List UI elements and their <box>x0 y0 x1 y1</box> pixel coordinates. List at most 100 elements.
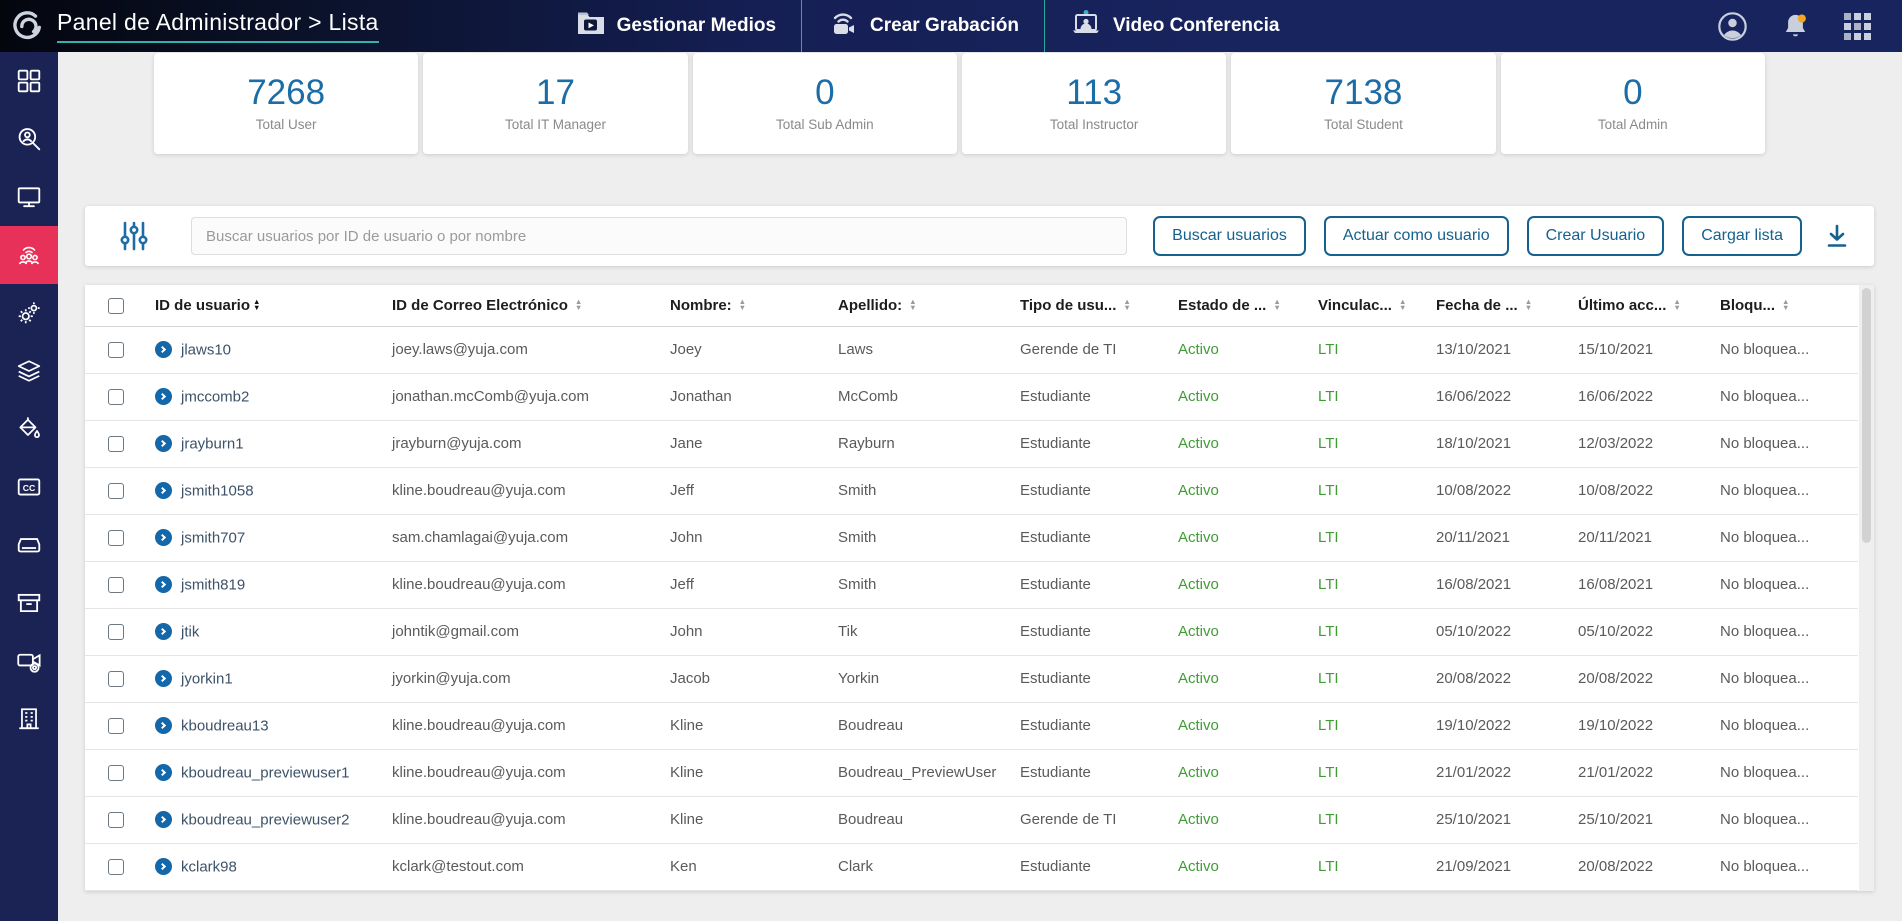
row-checkbox[interactable] <box>108 483 124 500</box>
col-header-last-access[interactable]: Último acc... <box>1570 285 1712 327</box>
table-row[interactable]: jmccomb2 jonathan.mcComb@yuja.com Jonath… <box>85 373 1858 421</box>
col-header-user-id[interactable]: ID de usuario <box>147 285 384 327</box>
table-scrollbar[interactable] <box>1859 285 1874 891</box>
expand-row-icon[interactable] <box>155 388 172 406</box>
table-row[interactable]: jsmith1058 kline.boudreau@yuja.com Jeff … <box>85 467 1858 515</box>
expand-row-icon[interactable] <box>155 811 172 829</box>
sidebar-item-institution[interactable] <box>0 690 58 748</box>
col-header-email[interactable]: ID de Correo Electrónico <box>384 285 662 327</box>
user-id[interactable]: jmccomb2 <box>181 388 250 406</box>
user-id[interactable]: jsmith1058 <box>181 482 254 500</box>
col-header-user-type[interactable]: Tipo de usu... <box>1012 285 1170 327</box>
table-row[interactable]: kboudreau_previewuser2 kline.boudreau@yu… <box>85 796 1858 844</box>
expand-row-icon[interactable] <box>155 858 172 876</box>
user-id[interactable]: jtik <box>181 623 200 641</box>
sidebar-item-settings[interactable] <box>0 284 58 342</box>
sidebar-item-users[interactable] <box>0 226 58 284</box>
main-content: 7268 Total User 17 Total IT Manager 0 To… <box>58 53 1902 891</box>
expand-row-icon[interactable] <box>155 670 172 688</box>
yuja-logo-icon[interactable] <box>10 9 44 43</box>
create-user-button[interactable]: Crear Usuario <box>1526 216 1665 256</box>
select-all-checkbox[interactable] <box>108 297 124 314</box>
user-id[interactable]: jsmith707 <box>181 529 246 547</box>
sidebar-item-archive[interactable] <box>0 574 58 632</box>
notifications-icon[interactable] <box>1781 11 1810 42</box>
user-email: kline.boudreau@yuja.com <box>384 749 662 797</box>
row-checkbox[interactable] <box>108 859 124 876</box>
expand-row-icon[interactable] <box>155 482 172 500</box>
nav-video-conferencia[interactable]: Video Conferencia <box>1043 0 1304 52</box>
sidebar-item-layers[interactable] <box>0 342 58 400</box>
sidebar-item-captions[interactable]: CC <box>0 458 58 516</box>
row-checkbox[interactable] <box>108 812 124 829</box>
search-input[interactable] <box>191 217 1128 255</box>
nav-crear-grabacion[interactable]: Crear Grabación <box>801 0 1044 52</box>
row-checkbox[interactable] <box>108 530 124 547</box>
row-checkbox[interactable] <box>108 342 124 359</box>
col-header-link[interactable]: Vinculac... <box>1310 285 1428 327</box>
table-row[interactable]: kboudreau13 kline.boudreau@yuja.com Klin… <box>85 702 1858 750</box>
table-row[interactable]: jrayburn1 jrayburn@yuja.com Jane Rayburn… <box>85 420 1858 468</box>
expand-row-icon[interactable] <box>155 764 172 782</box>
user-id[interactable]: jrayburn1 <box>181 435 244 453</box>
apps-grid-icon[interactable] <box>1843 12 1872 41</box>
profile-icon[interactable] <box>1717 11 1748 42</box>
load-list-button[interactable]: Cargar lista <box>1682 216 1802 256</box>
row-checkbox[interactable] <box>108 389 124 406</box>
user-status: Activo <box>1170 514 1310 562</box>
col-header-created[interactable]: Fecha de ... <box>1428 285 1570 327</box>
col-header-blocked[interactable]: Bloqu... <box>1712 285 1858 327</box>
stat-card: 17 Total IT Manager <box>423 53 688 154</box>
download-icon[interactable] <box>1824 222 1850 250</box>
user-type: Estudiante <box>1012 843 1170 891</box>
expand-row-icon[interactable] <box>155 623 172 641</box>
expand-row-icon[interactable] <box>155 341 172 359</box>
user-id[interactable]: jsmith819 <box>181 576 246 594</box>
search-users-button[interactable]: Buscar usuarios <box>1153 216 1306 256</box>
col-header-status[interactable]: Estado de ... <box>1170 285 1310 327</box>
sidebar-item-recordings[interactable] <box>0 632 58 690</box>
sidebar-item-user-search[interactable] <box>0 110 58 168</box>
user-id[interactable]: jyorkin1 <box>181 670 233 688</box>
layers-icon <box>17 360 41 382</box>
scrollbar-thumb[interactable] <box>1862 288 1871 543</box>
stat-card: 7268 Total User <box>154 53 419 154</box>
table-row[interactable]: kboudreau_previewuser1 kline.boudreau@yu… <box>85 749 1858 797</box>
sort-icon <box>1525 299 1532 310</box>
act-as-user-button[interactable]: Actuar como usuario <box>1323 216 1509 256</box>
nav-gestionar-medios[interactable]: Gestionar Medios <box>551 0 801 52</box>
row-checkbox[interactable] <box>108 765 124 782</box>
user-id[interactable]: kboudreau_previewuser2 <box>181 811 350 829</box>
row-checkbox[interactable] <box>108 436 124 453</box>
col-header-first-name[interactable]: Nombre: <box>662 285 830 327</box>
table-row[interactable]: jsmith707 sam.chamlagai@yuja.com John Sm… <box>85 514 1858 562</box>
row-checkbox[interactable] <box>108 577 124 594</box>
user-link-type: LTI <box>1310 749 1428 797</box>
row-checkbox[interactable] <box>108 671 124 688</box>
table-row[interactable]: jtik johntik@gmail.com John Tik Estudian… <box>85 608 1858 656</box>
expand-row-icon[interactable] <box>155 576 172 594</box>
user-id[interactable]: kclark98 <box>181 858 237 876</box>
row-checkbox[interactable] <box>108 624 124 641</box>
user-blocked: No bloquea... <box>1712 702 1858 750</box>
expand-row-icon[interactable] <box>155 717 172 735</box>
table-row[interactable]: jyorkin1 jyorkin@yuja.com Jacob Yorkin E… <box>85 655 1858 703</box>
user-last-name: Boudreau_PreviewUser <box>830 749 1012 797</box>
table-row[interactable]: jsmith819 kline.boudreau@yuja.com Jeff S… <box>85 561 1858 609</box>
user-last-name: Rayburn <box>830 420 1012 468</box>
topbar: Panel de Administrador > Lista Gestionar… <box>0 0 1902 52</box>
sidebar-item-monitor[interactable] <box>0 168 58 226</box>
sidebar-item-dashboard[interactable] <box>0 52 58 110</box>
row-checkbox[interactable] <box>108 718 124 735</box>
sidebar-item-branding[interactable] <box>0 400 58 458</box>
table-row[interactable]: jlaws10 joey.laws@yuja.com Joey Laws Ger… <box>85 326 1858 374</box>
user-id[interactable]: jlaws10 <box>181 341 232 359</box>
user-id[interactable]: kboudreau_previewuser1 <box>181 764 350 782</box>
filter-sliders-icon[interactable] <box>119 219 149 253</box>
expand-row-icon[interactable] <box>155 435 172 453</box>
col-header-last-name[interactable]: Apellido: <box>830 285 1012 327</box>
expand-row-icon[interactable] <box>155 529 172 547</box>
sidebar-item-storage[interactable] <box>0 516 58 574</box>
table-row[interactable]: kclark98 kclark@testout.com Ken Clark Es… <box>85 843 1858 891</box>
user-id[interactable]: kboudreau13 <box>181 717 269 735</box>
